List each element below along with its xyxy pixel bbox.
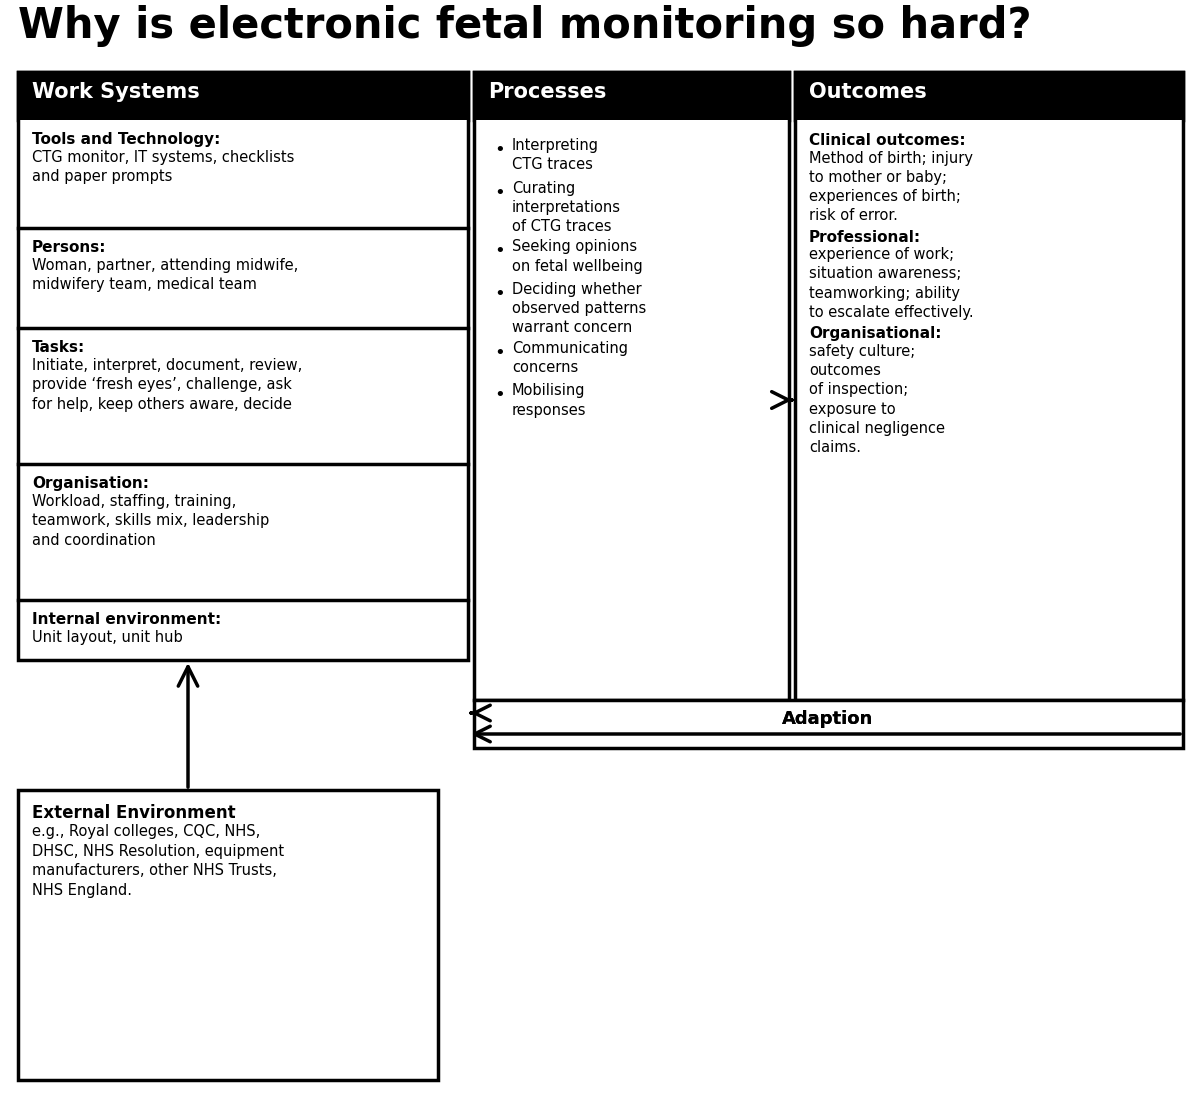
Bar — [18, 71, 468, 120]
Text: Curating
interpretations
of CTG traces: Curating interpretations of CTG traces — [512, 181, 622, 233]
Text: •: • — [494, 344, 505, 362]
Text: Organisation:: Organisation: — [32, 476, 149, 491]
Text: Tools and Technology:: Tools and Technology: — [32, 132, 221, 147]
Text: Tasks:: Tasks: — [32, 340, 85, 355]
Text: Interpreting
CTG traces: Interpreting CTG traces — [512, 139, 599, 172]
Text: Woman, partner, attending midwife,
midwifery team, medical team: Woman, partner, attending midwife, midwi… — [32, 258, 299, 293]
Text: Initiate, interpret, document, review,
provide ‘fresh eyes’, challenge, ask
for : Initiate, interpret, document, review, p… — [32, 357, 302, 412]
Bar — [474, 71, 790, 120]
Text: safety culture;
outcomes
of inspection;
exposure to
clinical negligence
claims.: safety culture; outcomes of inspection; … — [809, 344, 946, 455]
Text: Organisational:: Organisational: — [809, 326, 942, 342]
Text: Work Systems: Work Systems — [32, 82, 199, 102]
Text: •: • — [494, 183, 505, 201]
Text: •: • — [494, 242, 505, 260]
Text: Method of birth; injury
to mother or baby;
experiences of birth;
risk of error.: Method of birth; injury to mother or bab… — [809, 151, 973, 223]
Text: Processes: Processes — [488, 82, 606, 102]
Text: Unit layout, unit hub: Unit layout, unit hub — [32, 630, 182, 645]
Text: e.g., Royal colleges, CQC, NHS,
DHSC, NHS Resolution, equipment
manufacturers, o: e.g., Royal colleges, CQC, NHS, DHSC, NH… — [32, 824, 284, 898]
Text: Outcomes: Outcomes — [809, 82, 926, 102]
Bar — [796, 71, 1183, 700]
Text: Communicating
concerns: Communicating concerns — [512, 341, 628, 375]
Text: Outcomes: Outcomes — [809, 82, 926, 102]
Bar — [18, 71, 468, 120]
Text: Work Systems: Work Systems — [32, 82, 199, 102]
Text: Clinical outcomes:: Clinical outcomes: — [809, 133, 966, 147]
Text: experience of work;
situation awareness;
teamworking; ability
to escalate effect: experience of work; situation awareness;… — [809, 247, 973, 319]
Bar — [796, 71, 1183, 120]
Text: Workload, staffing, training,
teamwork, skills mix, leadership
and coordination: Workload, staffing, training, teamwork, … — [32, 494, 269, 548]
Bar — [18, 71, 468, 660]
Text: Professional:: Professional: — [809, 230, 922, 245]
Text: Adaption: Adaption — [782, 710, 874, 728]
Text: External Environment: External Environment — [32, 804, 235, 822]
Text: CTG monitor, IT systems, checklists
and paper prompts: CTG monitor, IT systems, checklists and … — [32, 150, 294, 184]
Bar — [474, 71, 790, 700]
Text: Mobilising
responses: Mobilising responses — [512, 383, 587, 418]
Text: Deciding whether
observed patterns
warrant concern: Deciding whether observed patterns warra… — [512, 281, 647, 335]
Bar — [796, 71, 1183, 120]
Text: •: • — [494, 285, 505, 303]
Bar — [474, 700, 1183, 748]
Text: Persons:: Persons: — [32, 240, 107, 255]
Text: Why is electronic fetal monitoring so hard?: Why is electronic fetal monitoring so ha… — [18, 4, 1032, 47]
Bar — [18, 790, 438, 1080]
Text: Seeking opinions
on fetal wellbeing: Seeking opinions on fetal wellbeing — [512, 239, 643, 274]
Text: •: • — [494, 141, 505, 159]
Text: Adaption: Adaption — [782, 710, 874, 728]
Bar — [474, 71, 790, 120]
Text: •: • — [494, 386, 505, 404]
Text: Processes: Processes — [488, 82, 606, 102]
Text: Internal environment:: Internal environment: — [32, 612, 221, 627]
